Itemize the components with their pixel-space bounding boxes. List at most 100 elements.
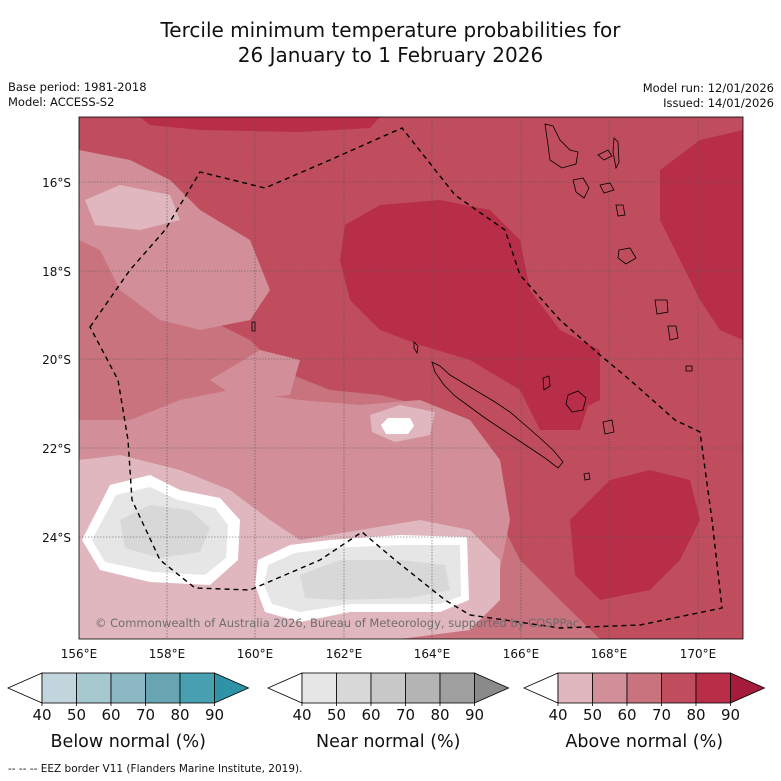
lon-label-166e: 166°E <box>503 647 540 661</box>
near-normal-segment <box>301 672 337 704</box>
legend-tick-label: 90 <box>721 706 740 724</box>
below-normal-segment <box>110 672 146 704</box>
isle-of-pines <box>583 472 591 481</box>
legend-tick-label: 40 <box>32 706 51 724</box>
copyright-text: © Commonwealth of Australia 2026, Bureau… <box>95 616 579 630</box>
vanuatu-pentecost <box>612 137 620 170</box>
figure-title: Tercile minimum temperature probabilitie… <box>0 18 781 68</box>
field-near-normal-west-core <box>120 505 210 558</box>
above-normal-segment <box>557 672 593 704</box>
vanuatu-aneityum <box>685 365 693 372</box>
meta-right: Model run: 12/01/2026 Issued: 14/01/2026 <box>643 81 774 111</box>
graticule <box>79 117 743 639</box>
eez-border <box>89 127 723 629</box>
issued-text: Issued: 14/01/2026 <box>663 96 774 110</box>
legend-tick-label: 80 <box>686 706 705 724</box>
lon-label-164e: 164°E <box>414 647 451 661</box>
near-normal-segment <box>370 672 406 704</box>
loyalty-islands-mare <box>602 419 615 435</box>
belep-island <box>413 341 419 355</box>
base-period-text: Base period: 1981-2018 <box>8 80 147 94</box>
above-normal-segment <box>695 672 731 704</box>
field-above-80-90-north <box>140 117 380 132</box>
field-above-80-90-southeast <box>570 470 700 600</box>
near-normal-legend-label: Near normal (%) <box>316 732 461 752</box>
title-line-1: Tercile minimum temperature probabilitie… <box>160 18 621 42</box>
lon-label-156e: 156°E <box>61 647 98 661</box>
near-normal-segment <box>439 672 475 704</box>
above-normal-under-triangle <box>523 672 559 704</box>
model-run-text: Model run: 12/01/2026 <box>642 81 774 95</box>
above-normal-over-triangle <box>730 672 766 704</box>
lat-label-24s: 24°S <box>42 531 71 545</box>
above-normal-colorbar: 40 50 60 70 80 90 Above normal (%) <box>523 672 766 752</box>
small-island-west <box>251 321 256 332</box>
vanuatu-maewo <box>597 149 613 161</box>
above-normal-segment <box>592 672 628 704</box>
below-normal-under-triangle <box>7 672 43 704</box>
below-normal-segment <box>41 672 77 704</box>
field-near-normal-south-core <box>300 560 450 600</box>
lon-label-162e: 162°E <box>326 647 363 661</box>
below-normal-segment <box>76 672 112 704</box>
legend-tick-label: 70 <box>136 706 155 724</box>
title-line-2: 26 January to 1 February 2026 <box>237 43 544 67</box>
legend-tick-label: 50 <box>67 706 86 724</box>
below-normal-segment <box>145 672 181 704</box>
above-normal-segment <box>661 672 697 704</box>
field-above-40-50-north <box>85 185 180 230</box>
vanuatu-epi <box>615 204 626 217</box>
new-caledonia-island <box>431 361 564 469</box>
legend-tick-label: 80 <box>170 706 189 724</box>
legend-tick-label: 90 <box>205 706 224 724</box>
lon-label-170e: 170°E <box>680 647 717 661</box>
lon-label-160e: 160°E <box>237 647 274 661</box>
above-normal-segment <box>626 672 662 704</box>
below-normal-over-triangle <box>214 672 250 704</box>
below-normal-colorbar: 40 50 60 70 80 90 Below normal (%) <box>7 672 250 752</box>
loyalty-islands-lifou <box>565 390 587 413</box>
below-normal-segment <box>179 672 215 704</box>
vanuatu-tanna <box>667 325 679 341</box>
map-frame <box>78 116 744 640</box>
near-normal-under-triangle <box>267 672 303 704</box>
lon-label-158e: 158°E <box>149 647 186 661</box>
eez-footnote: -- -- -- EEZ border V11 (Flanders Marine… <box>8 763 303 775</box>
legend-tick-label: 60 <box>361 706 380 724</box>
legend-tick-label: 60 <box>101 706 120 724</box>
vanuatu-efate <box>617 247 637 265</box>
legend-tick-label: 40 <box>292 706 311 724</box>
near-normal-segment <box>336 672 372 704</box>
vanuatu-erromango <box>654 299 669 315</box>
vanuatu-espiritu-santo <box>544 123 579 169</box>
lat-label-20s: 20°S <box>42 353 71 367</box>
legend-tick-label: 70 <box>652 706 671 724</box>
legend-tick-label: 70 <box>396 706 415 724</box>
above-normal-legend-label: Above normal (%) <box>565 732 723 752</box>
legend-tick-label: 40 <box>548 706 567 724</box>
field-near-normal-center <box>381 418 414 434</box>
field-above-80-90-east <box>660 130 743 340</box>
legend-tick-label: 80 <box>430 706 449 724</box>
field-above-80-90-central <box>340 200 600 420</box>
near-normal-segment <box>405 672 441 704</box>
vanuatu-malekula <box>572 177 590 199</box>
lat-label-22s: 22°S <box>42 442 71 456</box>
meta-left: Base period: 1981-2018 Model: ACCESS-S2 <box>8 80 147 110</box>
near-normal-over-triangle <box>474 672 510 704</box>
lat-labels: 16°S 18°S 20°S 22°S 24°S <box>42 176 71 545</box>
lat-label-16s: 16°S <box>42 176 71 190</box>
legend-tick-label: 60 <box>617 706 636 724</box>
field-above-80-90-mid <box>520 380 590 430</box>
legend-tick-label: 50 <box>327 706 346 724</box>
vanuatu-ambrym <box>599 182 615 194</box>
lon-label-168e: 168°E <box>591 647 628 661</box>
legend-tick-label: 50 <box>583 706 602 724</box>
lat-label-18s: 18°S <box>42 265 71 279</box>
loyalty-islands-ouvea <box>542 375 551 391</box>
lon-labels: 156°E 158°E 160°E 162°E 164°E 166°E 168°… <box>61 647 717 661</box>
